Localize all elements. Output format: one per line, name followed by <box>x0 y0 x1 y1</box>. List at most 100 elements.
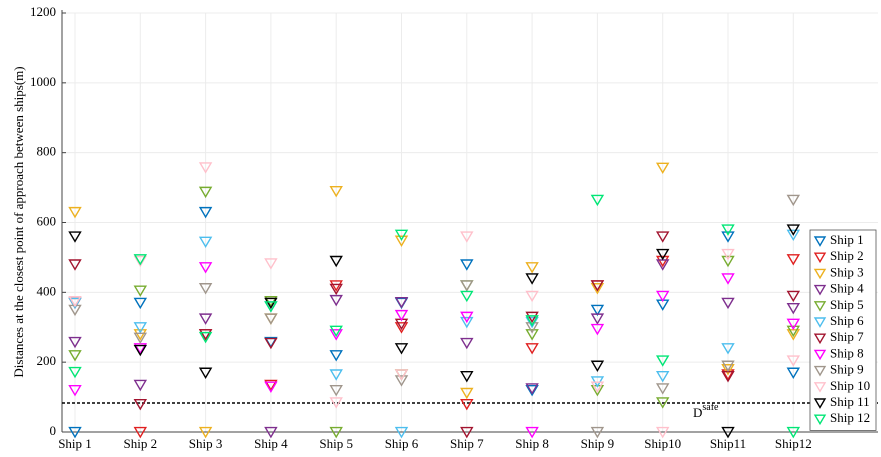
marker <box>721 364 735 376</box>
marker <box>721 224 735 236</box>
marker <box>590 194 605 207</box>
marker <box>68 259 82 271</box>
y-tick-label: 400 <box>37 283 57 298</box>
marker <box>721 360 735 372</box>
marker <box>655 290 670 303</box>
marker <box>394 229 409 242</box>
marker <box>68 206 82 219</box>
legend-label: Ship 4 <box>830 281 864 296</box>
legend-label: Ship 10 <box>830 378 870 393</box>
marker <box>264 301 278 313</box>
marker <box>460 311 474 324</box>
legend-label: Ship 11 <box>830 394 870 409</box>
legend-marker <box>813 268 827 280</box>
marker <box>786 325 801 338</box>
marker <box>590 360 605 372</box>
marker <box>460 337 474 350</box>
marker <box>329 385 343 397</box>
marker <box>394 297 409 309</box>
marker <box>590 426 605 439</box>
marker <box>525 262 539 274</box>
marker <box>133 332 148 345</box>
x-tick-label: Ship 2 <box>124 436 158 451</box>
marker <box>786 290 801 303</box>
marker <box>460 426 474 439</box>
marker <box>133 255 148 268</box>
marker <box>198 236 213 249</box>
marker <box>68 350 82 362</box>
marker <box>786 426 801 439</box>
marker <box>394 322 409 334</box>
marker <box>786 254 801 266</box>
marker <box>329 426 343 439</box>
marker <box>198 313 213 325</box>
marker <box>786 194 801 207</box>
legend-label: Ship 3 <box>830 264 864 279</box>
marker <box>525 343 539 355</box>
marker <box>590 323 605 336</box>
marker <box>655 255 670 268</box>
x-tick-label: Ship 8 <box>515 436 549 451</box>
marker <box>655 426 670 439</box>
marker <box>460 280 474 292</box>
marker <box>460 371 474 383</box>
y-tick-label: 200 <box>37 353 57 368</box>
legend-marker <box>813 317 827 328</box>
marker <box>264 258 278 270</box>
legend-label: Ship 5 <box>830 297 864 312</box>
legend-label: Ship 6 <box>830 313 864 328</box>
marker <box>198 367 213 379</box>
marker <box>68 426 82 439</box>
marker <box>460 231 474 243</box>
marker <box>590 280 605 292</box>
legend-label: Ship 1 <box>830 232 864 247</box>
marker <box>655 248 670 261</box>
legend-marker <box>813 349 827 361</box>
marker <box>264 297 278 310</box>
marker <box>264 337 278 350</box>
marker <box>329 350 343 362</box>
marker <box>264 426 278 439</box>
legend-marker <box>813 301 827 312</box>
y-tick-label: 600 <box>37 213 57 228</box>
marker <box>655 231 670 243</box>
marker <box>133 379 148 392</box>
marker <box>198 262 213 274</box>
marker <box>655 383 670 395</box>
marker <box>394 369 409 381</box>
legend-marker <box>813 284 827 296</box>
marker <box>329 397 343 409</box>
marker <box>133 297 148 310</box>
marker <box>133 398 148 411</box>
marker <box>525 426 539 439</box>
marker <box>786 224 801 236</box>
threshold-label: Dsafe <box>693 402 719 420</box>
marker <box>460 387 474 400</box>
marker <box>329 283 343 296</box>
marker <box>525 273 539 285</box>
legend-box <box>809 229 877 431</box>
x-tick-label: Ship12 <box>775 436 812 451</box>
marker <box>721 297 735 310</box>
legend-label: Ship 2 <box>830 248 864 263</box>
marker <box>198 331 213 344</box>
marker <box>394 309 409 322</box>
marker <box>133 285 148 297</box>
marker <box>133 322 148 334</box>
marker <box>68 385 82 397</box>
legend-marker <box>813 382 827 393</box>
marker <box>590 304 605 317</box>
x-tick-label: Ship 5 <box>319 436 353 451</box>
marker <box>394 426 409 439</box>
legend-marker <box>813 398 827 409</box>
marker <box>198 329 213 341</box>
y-tick-label: 1000 <box>30 74 56 89</box>
marker <box>329 280 343 292</box>
marker <box>394 235 409 247</box>
marker <box>525 315 539 327</box>
marker <box>329 329 343 341</box>
marker <box>721 231 735 243</box>
marker <box>133 329 148 341</box>
legend-label: Ship 12 <box>830 410 870 425</box>
x-tick-label: Ship 6 <box>385 436 419 451</box>
